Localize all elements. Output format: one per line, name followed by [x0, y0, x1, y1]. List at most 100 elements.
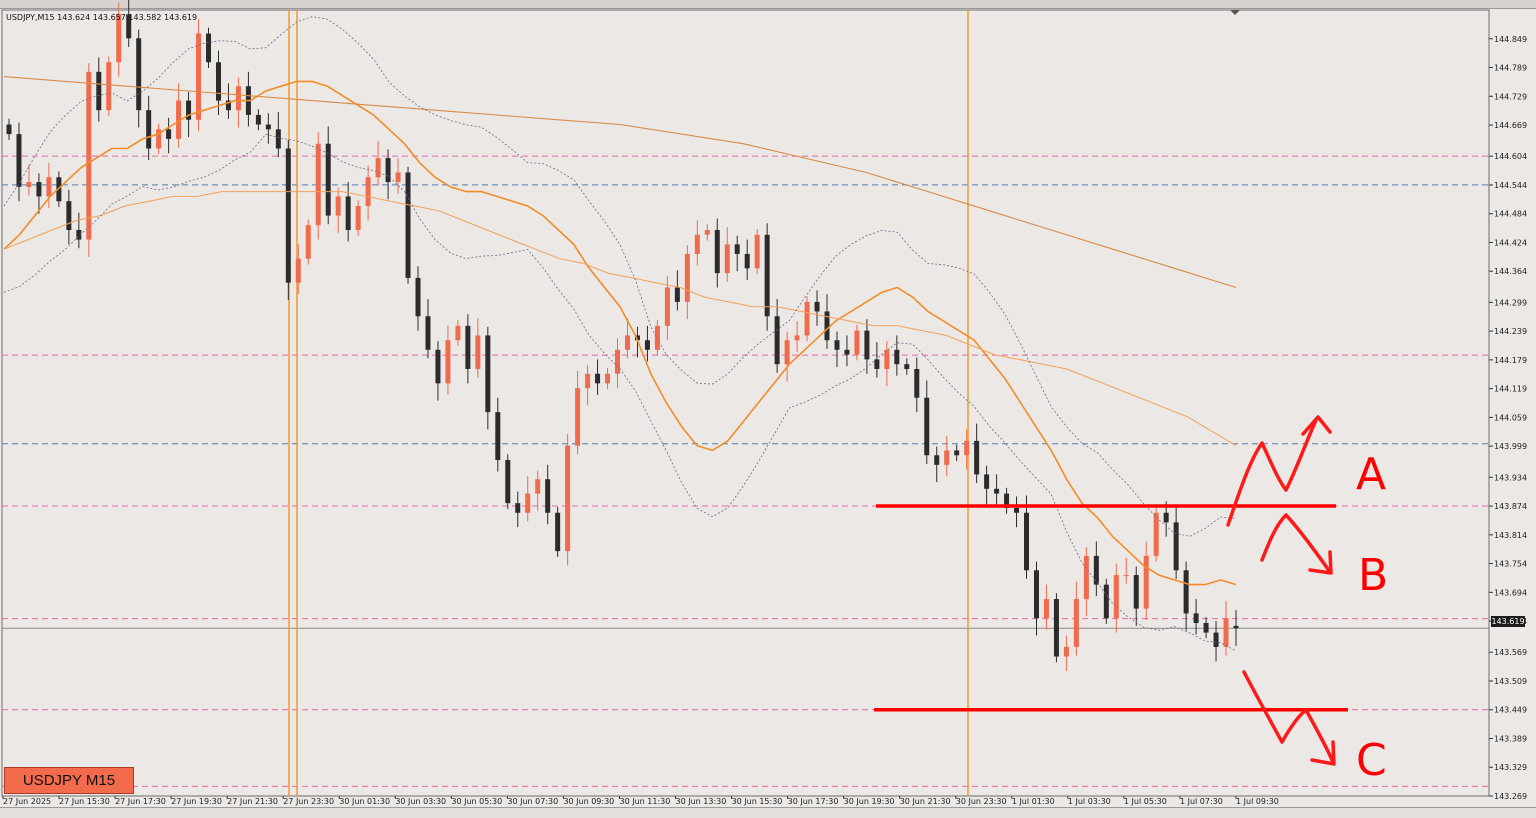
candle-body[interactable] [1163, 512, 1169, 523]
candle-body[interactable] [1043, 599, 1049, 619]
bottom-tab-strip[interactable] [0, 807, 1536, 818]
candle-body[interactable] [644, 340, 650, 350]
candle-body[interactable] [285, 148, 291, 283]
candle-body[interactable] [774, 316, 780, 365]
candle-body[interactable] [555, 512, 561, 552]
candle-body[interactable] [854, 330, 860, 355]
candle-body[interactable] [874, 359, 880, 369]
candle-body[interactable] [904, 364, 910, 369]
candle-body[interactable] [215, 62, 221, 101]
candle-body[interactable] [1033, 570, 1039, 619]
candle-body[interactable] [186, 100, 192, 120]
candle-body[interactable] [305, 225, 311, 259]
candle-body[interactable] [1024, 512, 1030, 571]
candle-body[interactable] [515, 503, 521, 513]
candle-body[interactable] [754, 234, 760, 269]
candle-body[interactable] [445, 340, 451, 384]
candle-body[interactable] [385, 158, 391, 183]
candle-body[interactable] [455, 325, 461, 341]
candle-body[interactable] [535, 479, 541, 494]
top-toolbar-strip[interactable] [0, 0, 1536, 9]
candle-body[interactable] [1153, 512, 1159, 556]
candle-body[interactable] [1004, 493, 1010, 508]
candle-body[interactable] [156, 129, 162, 149]
candle-body[interactable] [395, 172, 401, 183]
candle-body[interactable] [86, 71, 92, 240]
candle-body[interactable] [694, 234, 700, 254]
candle-body[interactable] [26, 182, 32, 187]
candle-body[interactable] [585, 373, 591, 389]
candle-body[interactable] [714, 229, 720, 274]
candle-body[interactable] [465, 325, 471, 369]
candle-body[interactable] [295, 258, 301, 283]
candle-body[interactable] [1014, 507, 1020, 513]
candle-body[interactable] [864, 330, 870, 360]
candle-body[interactable] [146, 110, 152, 149]
candle-body[interactable] [76, 229, 82, 240]
candle-body[interactable] [116, 14, 122, 63]
candle-body[interactable] [265, 124, 271, 130]
candle-body[interactable] [315, 143, 321, 226]
candle-body[interactable] [575, 388, 581, 446]
candle-body[interactable] [196, 33, 202, 120]
candle-body[interactable] [335, 196, 341, 216]
candle-body[interactable] [525, 493, 531, 513]
candle-body[interactable] [485, 335, 491, 413]
candle-body[interactable] [1083, 555, 1089, 600]
candle-body[interactable] [235, 86, 241, 111]
candle-body[interactable] [884, 349, 890, 369]
candle-body[interactable] [924, 397, 930, 456]
candle-body[interactable] [615, 349, 621, 374]
candle-body[interactable] [495, 412, 501, 461]
candle-body[interactable] [36, 182, 42, 197]
candle-body[interactable] [664, 287, 670, 326]
candle-body[interactable] [1143, 555, 1149, 609]
candle-body[interactable] [415, 277, 421, 317]
candle-body[interactable] [844, 349, 850, 355]
candle-body[interactable] [176, 100, 182, 139]
candle-body[interactable] [1223, 618, 1229, 647]
candle-body[interactable] [634, 335, 640, 341]
candle-body[interactable] [355, 206, 361, 230]
candle-body[interactable] [794, 335, 800, 341]
candle-body[interactable] [704, 229, 710, 235]
candle-body[interactable] [545, 479, 551, 513]
candle-body[interactable] [784, 340, 790, 365]
candle-body[interactable] [994, 488, 1000, 494]
candle-body[interactable] [984, 474, 990, 489]
candle-body[interactable] [1113, 575, 1119, 619]
candle-body[interactable] [96, 71, 102, 111]
candle-body[interactable] [684, 253, 690, 302]
candle-body[interactable] [674, 287, 680, 302]
candle-body[interactable] [944, 450, 950, 465]
candle-body[interactable] [405, 172, 411, 278]
candle-body[interactable] [345, 196, 351, 230]
candle-body[interactable] [136, 38, 142, 111]
candle-body[interactable] [255, 114, 261, 125]
candle-body[interactable] [934, 455, 940, 465]
candle-body[interactable] [1063, 646, 1069, 657]
candle-body[interactable] [964, 440, 970, 456]
candle-body[interactable] [6, 124, 12, 135]
candle-body[interactable] [954, 450, 960, 456]
candle-body[interactable] [46, 177, 52, 197]
candle-body[interactable] [1213, 632, 1219, 647]
candle-body[interactable] [225, 100, 231, 111]
candle-body[interactable] [824, 311, 830, 341]
candle-body[interactable] [425, 316, 431, 350]
candle-body[interactable] [1093, 555, 1099, 585]
candle-body[interactable] [505, 460, 511, 504]
candle-body[interactable] [814, 301, 820, 312]
candle-body[interactable] [724, 244, 730, 274]
candle-body[interactable] [1203, 622, 1209, 633]
candle-body[interactable] [894, 349, 900, 365]
candle-body[interactable] [605, 373, 611, 384]
candle-body[interactable] [764, 234, 770, 317]
candle-body[interactable] [595, 373, 601, 384]
candle-body[interactable] [1053, 599, 1059, 657]
candle-body[interactable] [365, 177, 371, 207]
candle-body[interactable] [375, 158, 381, 178]
candle-body[interactable] [804, 301, 810, 336]
candle-body[interactable] [475, 335, 481, 369]
